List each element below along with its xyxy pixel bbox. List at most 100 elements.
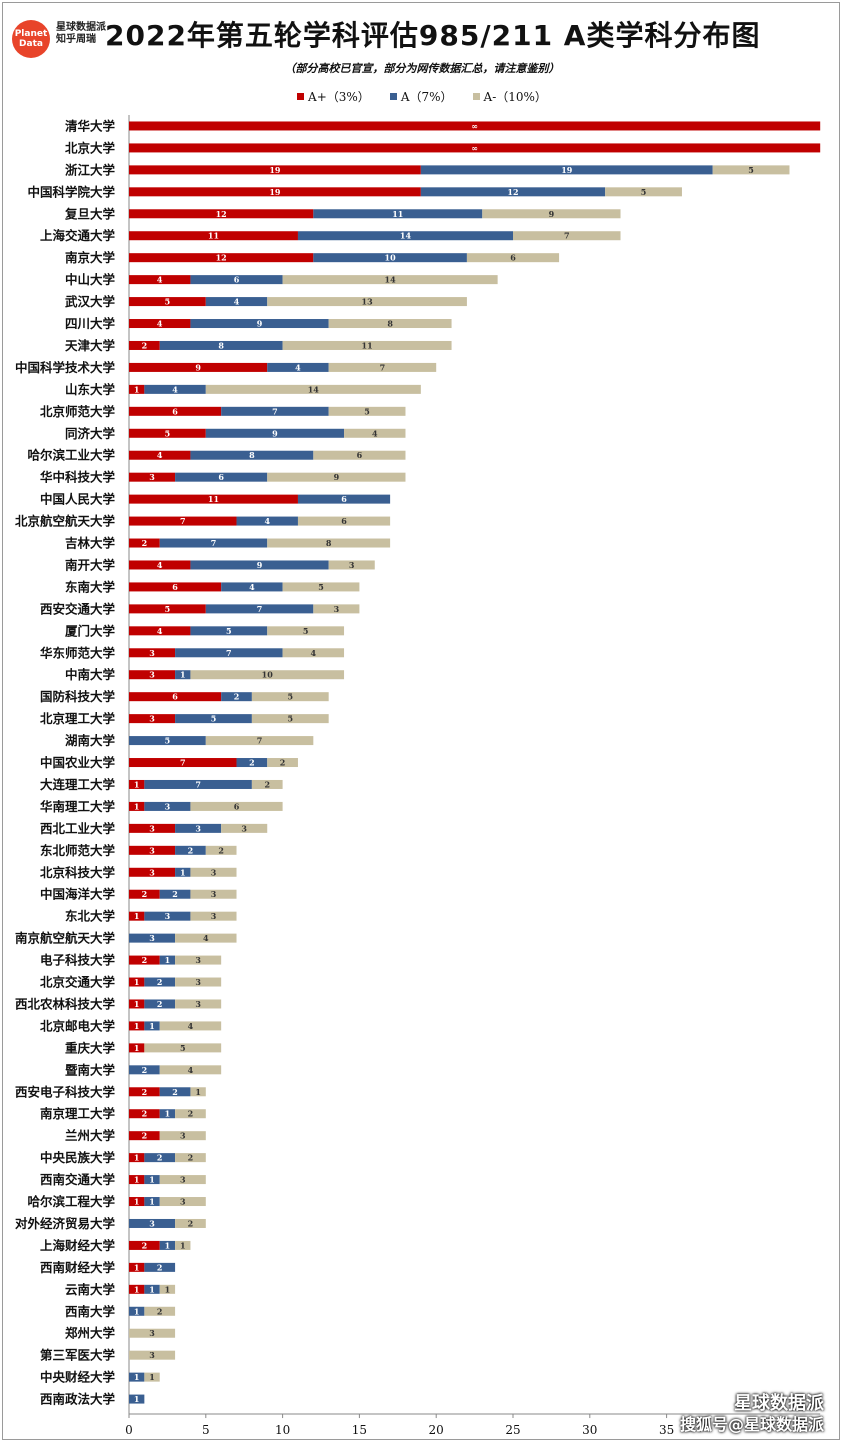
legend-label-a: A（7%）: [400, 90, 453, 104]
bar-segment-aplus: [129, 1043, 145, 1053]
bar-segment-a: [144, 801, 191, 811]
data-label: 6: [341, 516, 347, 526]
category-label: 北京理工大学: [40, 711, 116, 726]
data-label: 19: [269, 187, 281, 197]
data-label: 3: [211, 867, 217, 877]
data-label: 2: [157, 1262, 163, 1272]
data-label: 2: [172, 889, 178, 899]
data-label: 1: [165, 1240, 171, 1250]
bar-segment-aminus: [159, 1197, 206, 1207]
bar-segment-aplus: [129, 911, 145, 921]
logo-line2: Data: [19, 39, 43, 49]
x-tick-label: 15: [352, 1423, 367, 1437]
data-label: 2: [157, 999, 163, 1009]
category-label: 山东大学: [65, 382, 116, 397]
bar-segment-aplus: [129, 406, 222, 416]
bar-segment-aplus: [129, 1131, 160, 1141]
data-label: 2: [157, 1306, 163, 1316]
category-label: 上海交通大学: [40, 228, 116, 243]
data-label: 3: [195, 823, 201, 833]
bar-segment-aminus: [175, 1109, 206, 1119]
data-label: 2: [157, 977, 163, 987]
data-label: 4: [311, 648, 317, 658]
chart-subtitle: （部分高校已官宣，部分为网传数据汇总，请注意鉴别）: [284, 62, 560, 75]
category-label: 北京科技大学: [40, 865, 116, 880]
bar-segment-a: [129, 933, 176, 943]
bar-segment-a: [190, 275, 283, 285]
bar-segment-aminus: [328, 362, 437, 372]
bar-segment-aplus: [129, 604, 206, 614]
data-label: 1: [149, 1372, 155, 1382]
bar-segment-a: [129, 1306, 145, 1316]
bar-segment-aplus: [129, 823, 176, 833]
category-label: 国防科技大学: [40, 689, 116, 704]
data-label: 1: [149, 1284, 155, 1294]
bar-segment-a: [129, 1065, 160, 1075]
legend: A+（3%） A（7%） A-（10%）: [0, 88, 844, 105]
data-label: 4: [188, 1065, 194, 1075]
bar-segment-a: [175, 867, 191, 877]
data-label: 1: [165, 1284, 171, 1294]
bar-segment-aplus: [129, 253, 314, 263]
bar-segment-aminus: [466, 253, 560, 263]
data-label: 2: [234, 692, 240, 702]
data-label: 3: [149, 472, 155, 482]
data-label: 1: [180, 867, 186, 877]
data-label: 3: [211, 889, 217, 899]
bar-segment-a: [159, 955, 176, 965]
bar-segment-aminus: [159, 1131, 206, 1141]
bar-segment-a: [129, 1218, 176, 1228]
category-label: 北京大学: [65, 140, 116, 155]
data-label: 3: [165, 801, 171, 811]
bar-segment-aminus: [267, 538, 391, 548]
bar-segment-a: [175, 823, 222, 833]
bar-segment-a: [144, 1284, 160, 1294]
data-label: 9: [549, 209, 555, 219]
data-label: 2: [142, 889, 148, 899]
category-label: 四川大学: [65, 316, 116, 331]
bar-segment-aplus: [129, 143, 821, 153]
data-label: 1: [149, 1021, 155, 1031]
bar-segment-aplus: [129, 1021, 145, 1031]
bar-segment-aminus: [313, 604, 360, 614]
data-label: 2: [142, 1087, 148, 1097]
bar-segment-a: [159, 538, 268, 548]
category-label: 武汉大学: [65, 294, 116, 309]
bar-segment-a: [175, 845, 206, 855]
data-label: 2: [142, 340, 148, 350]
category-label: 哈尔滨工程大学: [27, 1194, 115, 1209]
data-label: 1: [134, 1306, 140, 1316]
category-label: 云南大学: [65, 1282, 116, 1297]
bar-segment-aplus: [129, 472, 176, 482]
data-label: 14: [308, 384, 320, 394]
bar-segment-a: [420, 165, 713, 175]
category-label: 南京大学: [65, 250, 116, 265]
data-label: 11: [208, 494, 219, 504]
category-label: 西北工业大学: [40, 821, 116, 836]
category-label: 东北师范大学: [40, 843, 116, 858]
data-label: 8: [326, 538, 332, 548]
x-tick-label: 0: [125, 1423, 133, 1437]
data-label: 9: [195, 362, 201, 372]
bar-segment-aplus: [129, 362, 268, 372]
legend-swatch-a: [389, 93, 397, 100]
category-label: 北京师范大学: [40, 404, 116, 419]
bar-segment-aminus: [175, 1240, 191, 1250]
bar-segment-aminus: [190, 670, 345, 680]
data-label: 8: [387, 319, 393, 329]
bar-segment-aminus: [282, 582, 360, 592]
bar-segment-aminus: [313, 450, 406, 460]
bar-segment-aminus: [344, 428, 406, 438]
data-label: 5: [364, 406, 370, 416]
data-label: 5: [165, 428, 171, 438]
bar-segment-a: [236, 516, 298, 526]
bar-segment-aplus: [129, 801, 145, 811]
data-label: 1: [134, 779, 140, 789]
data-label: 3: [195, 977, 201, 987]
data-label: 5: [211, 714, 217, 724]
data-label: ∞: [471, 121, 478, 131]
bar-segment-aminus: [267, 297, 467, 307]
bar-segment-a: [236, 758, 268, 768]
bar-segment-aminus: [282, 275, 498, 285]
